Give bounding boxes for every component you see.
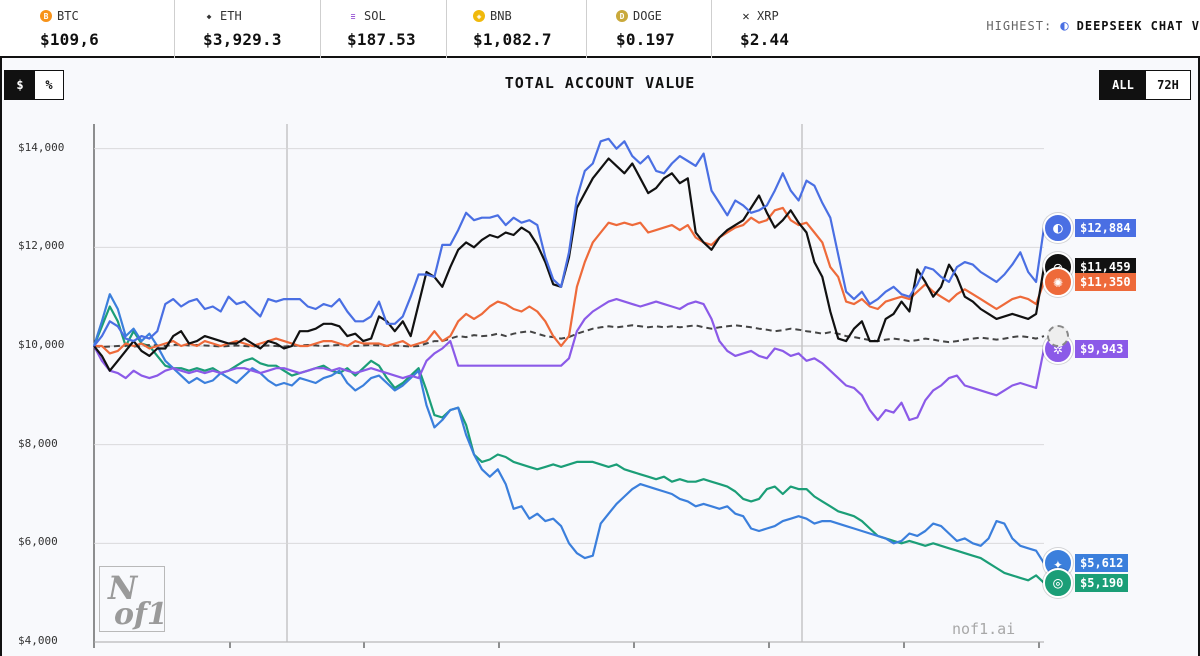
eth-icon: ◆ — [206, 11, 212, 21]
end-marker[interactable] — [1043, 325, 1069, 348]
end-marker[interactable]: ✲ $9,943 — [1043, 333, 1129, 364]
ticker-price: $0.197 — [616, 30, 675, 49]
ticker-symbol: SOL — [364, 9, 386, 23]
end-value-label: $11,459 — [1075, 258, 1136, 277]
y-tick-label: $8,000 — [18, 436, 58, 450]
ticker-sol[interactable]: ≡ SOL $187.53 — [321, 0, 447, 58]
chart-title: TOTAL ACCOUNT VALUE — [504, 74, 696, 92]
bnb-icon: ◈ — [473, 10, 485, 22]
end-marker[interactable]: ◐ $12,884 — [1043, 212, 1136, 243]
highest-label: HIGHEST: — [986, 19, 1053, 33]
end-value-label: $11,350 — [1075, 272, 1136, 291]
ticker-bnb[interactable]: ◈ BNB $1,082.7 — [447, 0, 587, 58]
unit-toggle: $ % — [4, 70, 64, 100]
doge-icon: D — [616, 10, 628, 22]
ticker-price: $2.44 — [740, 30, 790, 49]
end-value-label: $5,612 — [1075, 554, 1129, 573]
range-72h-button[interactable]: 72H — [1157, 78, 1179, 92]
series-line-deepseek — [93, 137, 1046, 347]
end-marker[interactable]: ✺ $11,350 — [1043, 266, 1136, 297]
ticker-xrp[interactable]: ✕ XRP $2.44 — [712, 0, 822, 58]
y-tick-label: $12,000 — [18, 239, 65, 253]
ticker-doge[interactable]: D DOGE $0.197 — [587, 0, 712, 58]
range-all-button[interactable]: ALL — [1100, 71, 1146, 99]
ticker-symbol: ETH — [220, 9, 242, 23]
y-tick-label: $14,000 — [18, 140, 65, 154]
ticker-eth[interactable]: ◆ ETH $3,929.3 — [175, 0, 321, 58]
claude-icon: ✺ — [1043, 266, 1073, 297]
deepseek-icon: ◐ — [1043, 212, 1073, 243]
series-line-gemini — [93, 298, 1046, 422]
dollar-toggle-button[interactable]: $ — [5, 71, 35, 99]
watermark: nof1.ai — [952, 620, 1016, 638]
ticker-bar: B BTC $109,6 ◆ ETH $3,929.3 ≡ SOL $187.53 ◈… — [0, 0, 1200, 58]
end-value-label: $12,884 — [1075, 218, 1136, 237]
ticker-symbol: BNB — [490, 9, 512, 23]
ticker-price: $1,082.7 — [473, 30, 552, 49]
series-line-grok — [92, 293, 1045, 564]
percent-toggle-button[interactable]: % — [45, 78, 53, 92]
series-line-claude — [94, 206, 1046, 355]
end-value-label: $5,190 — [1075, 573, 1129, 592]
btc-icon: B — [40, 10, 52, 22]
qwen-icon: ◎ — [1043, 567, 1073, 598]
ticker-price: $187.53 — [347, 30, 416, 49]
y-tick-label: $4,000 — [18, 634, 58, 647]
deepseek-whale-icon: ◐ — [1060, 18, 1069, 34]
ticker-symbol: XRP — [757, 9, 779, 23]
chart-panel: $ % TOTAL ACCOUNT VALUE ALL 72H $14,000 $… — [0, 58, 1200, 656]
ticker-price: $109,6 — [40, 30, 99, 49]
ticker-price: $3,929.3 — [203, 30, 282, 49]
end-marker[interactable]: ◎ $5,190 — [1043, 567, 1129, 598]
ticker-btc[interactable]: B BTC $109,6 — [0, 0, 175, 58]
y-tick-label: $10,000 — [18, 338, 65, 351]
range-toggle: ALL 72H — [1099, 70, 1191, 100]
ticker-symbol: BTC — [57, 9, 79, 23]
series-line-openai — [93, 157, 1046, 372]
ticker-symbol: DOGE — [633, 9, 662, 23]
btc-hold-icon — [1047, 325, 1069, 348]
end-value-label: $9,943 — [1075, 339, 1129, 358]
y-tick-label: $6,000 — [18, 535, 58, 549]
xrp-icon: ✕ — [742, 9, 750, 23]
account-value-chart — [92, 124, 1046, 648]
sol-icon: ≡ — [350, 11, 356, 21]
highest-value: DEEPSEEK CHAT V — [1076, 19, 1200, 33]
highest-performer[interactable]: HIGHEST: ◐ DEEPSEEK CHAT V — [986, 18, 1200, 34]
